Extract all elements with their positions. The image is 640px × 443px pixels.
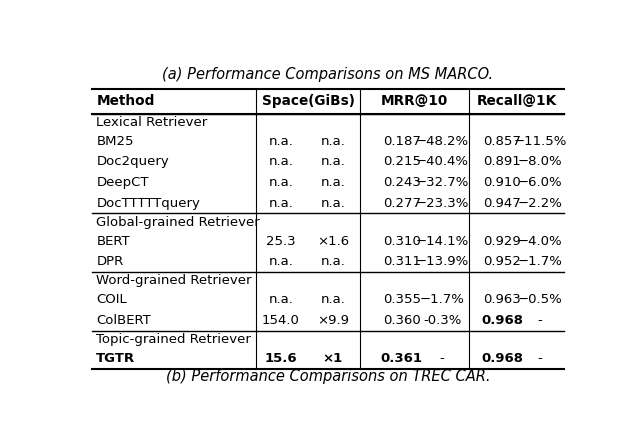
Text: (b) Performance Comparisons on TREC CAR.: (b) Performance Comparisons on TREC CAR.	[166, 369, 490, 384]
Text: −40.4%: −40.4%	[415, 155, 468, 168]
Text: −0.5%: −0.5%	[518, 293, 563, 306]
Text: −13.9%: −13.9%	[415, 255, 468, 268]
Text: Space(GiBs): Space(GiBs)	[262, 94, 355, 109]
Text: −11.5%: −11.5%	[513, 135, 567, 148]
Text: -: -	[538, 352, 543, 365]
Text: 0.355: 0.355	[383, 293, 420, 306]
Text: −48.2%: −48.2%	[415, 135, 468, 148]
Text: 0.910: 0.910	[483, 176, 521, 189]
Text: ×9.9: ×9.9	[317, 314, 349, 327]
Text: 0.361: 0.361	[381, 352, 422, 365]
Text: n.a.: n.a.	[321, 255, 346, 268]
Text: 0.857: 0.857	[483, 135, 522, 148]
Text: 0.947: 0.947	[483, 197, 521, 210]
Text: −4.0%: −4.0%	[518, 235, 563, 248]
Text: 0.963: 0.963	[483, 293, 521, 306]
Text: BM25: BM25	[97, 135, 134, 148]
Text: 0.929: 0.929	[483, 235, 521, 248]
Text: -: -	[538, 314, 543, 327]
Text: −23.3%: −23.3%	[415, 197, 468, 210]
Text: −1.7%: −1.7%	[518, 255, 563, 268]
Text: Recall@1K: Recall@1K	[476, 94, 557, 109]
Text: 0.277: 0.277	[383, 197, 420, 210]
Text: n.a.: n.a.	[268, 135, 293, 148]
Text: DPR: DPR	[97, 255, 124, 268]
Text: 0.360: 0.360	[383, 314, 420, 327]
Text: n.a.: n.a.	[268, 176, 293, 189]
Text: Global-grained Retriever: Global-grained Retriever	[97, 216, 260, 229]
Text: 25.3: 25.3	[266, 235, 296, 248]
Text: n.a.: n.a.	[268, 293, 293, 306]
Text: 0.968: 0.968	[481, 352, 524, 365]
Text: n.a.: n.a.	[321, 197, 346, 210]
Text: DeepCT: DeepCT	[97, 176, 149, 189]
Text: n.a.: n.a.	[321, 135, 346, 148]
Text: −6.0%: −6.0%	[518, 176, 563, 189]
Text: BERT: BERT	[97, 235, 130, 248]
Text: ColBERT: ColBERT	[97, 314, 151, 327]
Text: −1.7%: −1.7%	[420, 293, 465, 306]
Text: -: -	[440, 352, 444, 365]
Text: TGTR: TGTR	[97, 352, 136, 365]
Text: 0.310: 0.310	[383, 235, 420, 248]
Text: 0.968: 0.968	[481, 314, 524, 327]
Text: 0.891: 0.891	[483, 155, 521, 168]
Text: ×1.6: ×1.6	[317, 235, 349, 248]
Text: -0.3%: -0.3%	[423, 314, 461, 327]
Text: n.a.: n.a.	[321, 155, 346, 168]
Text: 0.311: 0.311	[383, 255, 420, 268]
Text: 0.952: 0.952	[483, 255, 522, 268]
Text: Method: Method	[97, 94, 155, 109]
Text: DocTTTTTquery: DocTTTTTquery	[97, 197, 200, 210]
Text: n.a.: n.a.	[321, 293, 346, 306]
Text: −14.1%: −14.1%	[415, 235, 468, 248]
Text: Word-grained Retriever: Word-grained Retriever	[97, 274, 252, 287]
Text: −8.0%: −8.0%	[518, 155, 563, 168]
Text: ×1: ×1	[323, 352, 343, 365]
Text: n.a.: n.a.	[268, 255, 293, 268]
Text: n.a.: n.a.	[268, 197, 293, 210]
Text: Doc2query: Doc2query	[97, 155, 169, 168]
Text: −32.7%: −32.7%	[415, 176, 468, 189]
Text: n.a.: n.a.	[321, 176, 346, 189]
Text: 0.215: 0.215	[383, 155, 420, 168]
Text: MRR@10: MRR@10	[381, 94, 449, 109]
Text: Topic-grained Retriever: Topic-grained Retriever	[97, 333, 252, 346]
Text: (a) Performance Comparisons on MS MARCO.: (a) Performance Comparisons on MS MARCO.	[163, 67, 493, 82]
Text: 0.243: 0.243	[383, 176, 420, 189]
Text: COIL: COIL	[97, 293, 127, 306]
Text: n.a.: n.a.	[268, 155, 293, 168]
Text: 15.6: 15.6	[264, 352, 297, 365]
Text: −2.2%: −2.2%	[518, 197, 563, 210]
Text: Lexical Retriever: Lexical Retriever	[97, 116, 207, 129]
Text: 0.187: 0.187	[383, 135, 420, 148]
Text: 154.0: 154.0	[262, 314, 300, 327]
